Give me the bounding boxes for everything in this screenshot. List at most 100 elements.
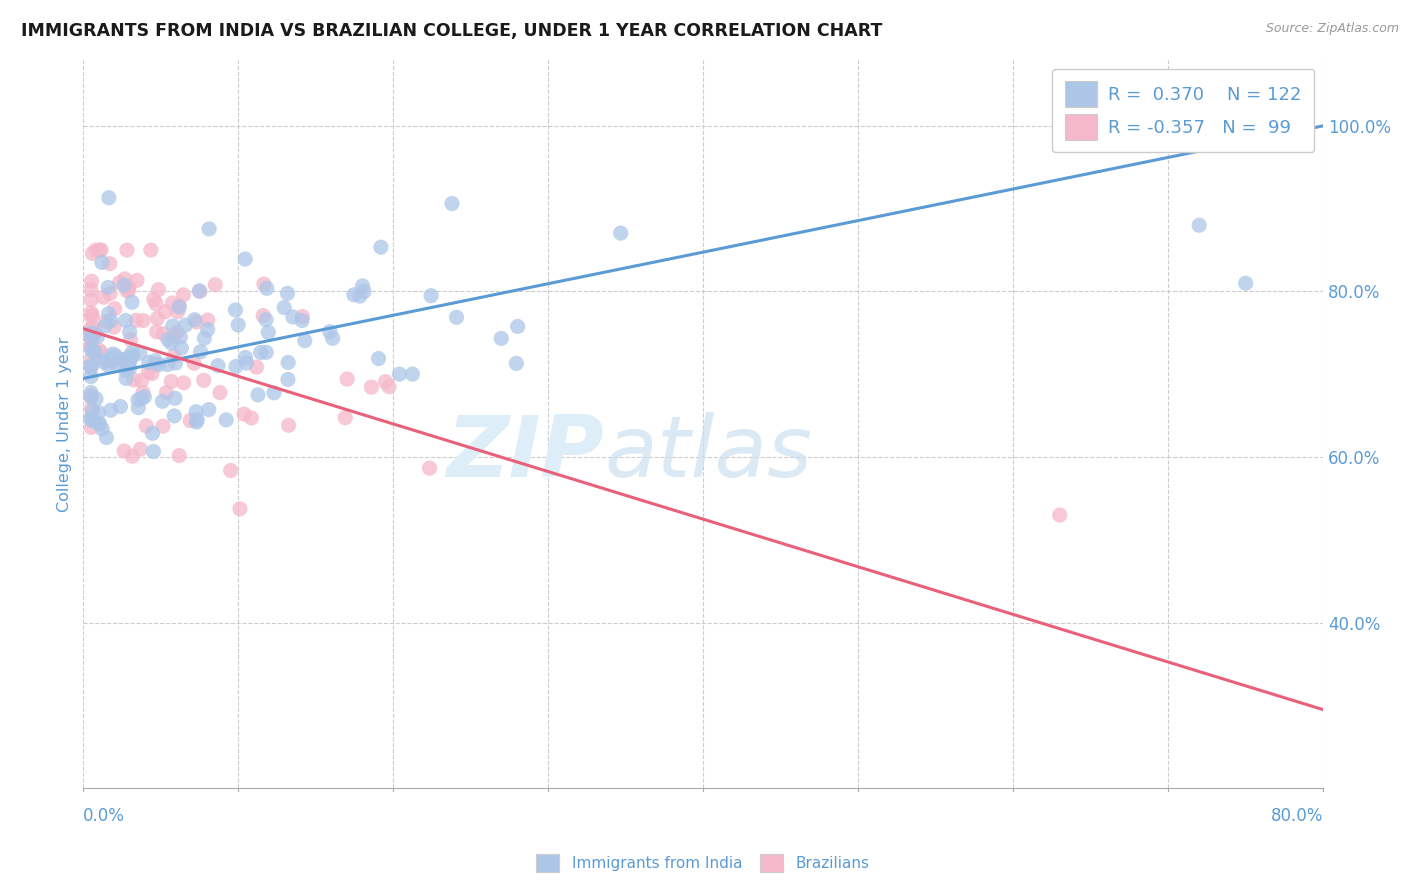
- Point: [148, 283, 170, 297]
- Point: [80, 309, 103, 323]
- Point: [138, 355, 160, 369]
- Point: [118, 325, 141, 339]
- Point: [186, 405, 208, 419]
- Point: [141, 426, 163, 441]
- Point: [101, 347, 124, 361]
- Point: [104, 349, 127, 363]
- Point: [87, 343, 110, 358]
- Point: [132, 385, 155, 400]
- Point: [173, 376, 195, 390]
- Point: [146, 311, 169, 326]
- Point: [117, 358, 139, 372]
- Point: [246, 388, 269, 402]
- Y-axis label: College, Under 1 year: College, Under 1 year: [58, 336, 72, 512]
- Point: [111, 352, 134, 367]
- Point: [446, 310, 468, 325]
- Point: [87, 405, 110, 419]
- Point: [160, 375, 183, 389]
- Point: [609, 226, 631, 240]
- Point: [80, 343, 103, 357]
- Point: [254, 345, 277, 359]
- Point: [374, 375, 396, 389]
- Point: [277, 355, 299, 369]
- Point: [319, 325, 342, 339]
- Point: [257, 326, 280, 340]
- Point: [80, 339, 103, 353]
- Point: [108, 276, 131, 290]
- Point: [162, 318, 184, 333]
- Point: [277, 418, 299, 433]
- Point: [86, 329, 108, 343]
- Point: [183, 312, 205, 326]
- Point: [226, 318, 249, 332]
- Point: [89, 417, 111, 431]
- Point: [156, 358, 179, 372]
- Text: 0.0%: 0.0%: [83, 806, 125, 824]
- Point: [190, 344, 212, 359]
- Point: [131, 374, 153, 388]
- Point: [155, 385, 177, 400]
- Point: [291, 313, 314, 327]
- Point: [118, 280, 141, 294]
- Legend: Immigrants from India, Brazilians: Immigrants from India, Brazilians: [529, 846, 877, 880]
- Point: [93, 353, 115, 368]
- Point: [82, 404, 104, 418]
- Point: [281, 310, 304, 324]
- Point: [294, 334, 316, 348]
- Point: [179, 414, 201, 428]
- Point: [1188, 218, 1211, 232]
- Point: [91, 422, 114, 436]
- Point: [240, 411, 263, 425]
- Point: [186, 412, 208, 426]
- Point: [141, 367, 163, 381]
- Point: [128, 346, 150, 360]
- Point: [120, 354, 142, 368]
- Point: [80, 360, 103, 375]
- Point: [419, 461, 441, 475]
- Point: [353, 285, 375, 299]
- Point: [82, 309, 104, 323]
- Point: [97, 191, 120, 205]
- Point: [103, 320, 125, 334]
- Point: [125, 273, 148, 287]
- Point: [127, 401, 149, 415]
- Point: [120, 333, 142, 347]
- Point: [101, 355, 124, 369]
- Point: [80, 390, 103, 404]
- Point: [252, 309, 274, 323]
- Point: [229, 501, 252, 516]
- Point: [94, 315, 117, 329]
- Point: [82, 343, 104, 358]
- Point: [135, 418, 157, 433]
- Point: [506, 319, 529, 334]
- Point: [132, 313, 155, 327]
- Point: [80, 359, 103, 373]
- Point: [80, 340, 103, 354]
- Point: [335, 410, 357, 425]
- Point: [82, 414, 104, 428]
- Point: [90, 243, 112, 257]
- Point: [87, 417, 110, 431]
- Point: [82, 246, 104, 260]
- Point: [349, 289, 371, 303]
- Point: [82, 328, 104, 343]
- Point: [121, 345, 143, 359]
- Point: [343, 287, 366, 301]
- Point: [118, 284, 141, 298]
- Point: [122, 349, 145, 363]
- Point: [235, 351, 257, 365]
- Point: [208, 385, 231, 400]
- Point: [162, 296, 184, 310]
- Point: [80, 306, 103, 320]
- Point: [148, 358, 170, 372]
- Point: [129, 442, 152, 457]
- Point: [114, 313, 136, 327]
- Point: [117, 351, 139, 365]
- Point: [80, 390, 103, 404]
- Point: [145, 357, 167, 371]
- Point: [197, 402, 219, 417]
- Point: [111, 352, 134, 367]
- Point: [204, 277, 226, 292]
- Point: [166, 325, 188, 339]
- Point: [90, 345, 112, 359]
